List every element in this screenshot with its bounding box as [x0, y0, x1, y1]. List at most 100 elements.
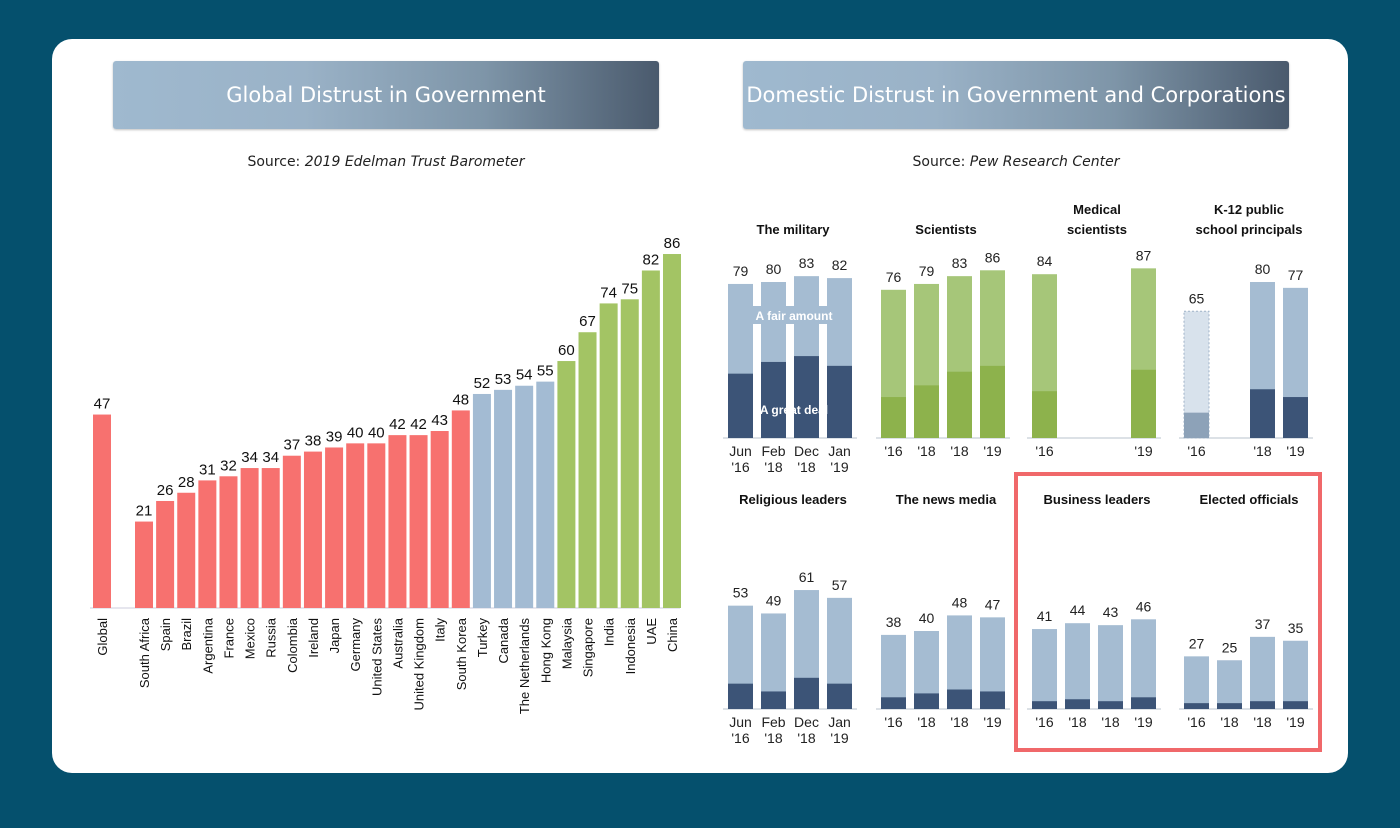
religious-leaders-tick-2: '18: [797, 730, 815, 746]
category-label-indonesia: Indonesia: [623, 617, 638, 674]
elected-officials-great-bar-1: [1217, 703, 1242, 709]
value-label-argentina: 31: [199, 461, 216, 478]
religious-leaders-great-bar-1: [761, 691, 786, 709]
the-news-media-great-bar-0: [881, 697, 906, 709]
religious-leaders-great-bar-0: [728, 683, 753, 709]
bar-russia: [261, 468, 280, 608]
the-military-great-bar-3: [827, 365, 852, 438]
scientists-title: Scientists: [915, 222, 976, 237]
the-military-tick-0: Jun: [729, 443, 752, 459]
the-military-value-2: 83: [799, 255, 815, 271]
the-news-media-value-1: 40: [919, 610, 935, 626]
bar-uae: [641, 270, 660, 608]
religious-leaders-tick-3: Jan: [828, 714, 851, 730]
elected-officials-value-3: 35: [1288, 620, 1304, 636]
bar-brazil: [177, 492, 196, 608]
category-label-singapore: Singapore: [581, 618, 596, 677]
the-news-media-tick-1: '18: [917, 714, 935, 730]
category-label-france: France: [221, 618, 236, 658]
the-military-value-0: 79: [733, 263, 749, 279]
business-leaders-tick-3: '19: [1134, 714, 1152, 730]
elected-officials-great-bar-2: [1250, 701, 1275, 709]
medical-scientists-great-bar-0: [1032, 391, 1057, 438]
the-military-tick-3: '19: [830, 459, 848, 475]
business-leaders-fair-bar-3: [1131, 619, 1156, 709]
elected-officials-value-2: 37: [1255, 616, 1271, 632]
bar-china: [663, 254, 681, 609]
elected-officials-fair-bar-1: [1217, 660, 1242, 709]
the-news-media-tick-3: '19: [983, 714, 1001, 730]
scientists-great-bar-1: [914, 385, 939, 438]
legend-fair-bg: [748, 306, 840, 324]
religious-leaders-tick-3: '19: [830, 730, 848, 746]
the-military-great-bar-2: [794, 356, 819, 438]
value-label-south-africa: 21: [136, 503, 153, 520]
the-news-media-value-0: 38: [886, 614, 902, 630]
value-label-australia: 42: [389, 416, 406, 433]
right-source: Source: Pew Research Center: [912, 154, 1120, 170]
bar-indonesia: [620, 299, 639, 608]
category-label-china: China: [665, 617, 680, 652]
value-label-ireland: 38: [305, 433, 322, 450]
value-label-the-netherlands: 54: [516, 367, 533, 384]
value-label-uae: 82: [643, 251, 660, 268]
left-title: Global Distrust in Government: [226, 83, 546, 107]
business-leaders-value-1: 44: [1070, 602, 1086, 618]
bar-singapore: [578, 332, 597, 608]
scientists-great-bar-0: [881, 397, 906, 438]
the-military-title: The military: [757, 222, 831, 237]
value-label-united-states: 40: [368, 424, 385, 441]
right-title-banner: Domestic Distrust in Government and Corp…: [743, 61, 1289, 129]
k-12-public-school-principals-great-bar-3: [1283, 397, 1308, 438]
value-label-france: 32: [220, 457, 237, 474]
scientists-value-3: 86: [985, 249, 1001, 265]
business-leaders-great-bar-1: [1065, 699, 1090, 709]
medical-scientists-title: Medical: [1073, 202, 1121, 217]
scientists-tick-3: '19: [983, 443, 1001, 459]
the-military-tick-1: '18: [764, 459, 782, 475]
bar-united-states: [367, 443, 386, 608]
scientists-great-bar-2: [947, 371, 972, 438]
business-leaders-great-bar-3: [1131, 697, 1156, 709]
scientists-value-2: 83: [952, 255, 968, 271]
business-leaders-great-bar-2: [1098, 701, 1123, 709]
religious-leaders-tick-2: Dec: [794, 714, 819, 730]
category-label-italy: Italy: [433, 618, 448, 642]
value-label-south-korea: 48: [452, 391, 469, 408]
the-military-tick-3: Jan: [828, 443, 851, 459]
category-label-brazil: Brazil: [179, 618, 194, 651]
category-label-argentina: Argentina: [200, 617, 215, 673]
religious-leaders-value-2: 61: [799, 569, 815, 585]
highlight-box: [1014, 472, 1322, 752]
religious-leaders-tick-0: '16: [731, 730, 749, 746]
religious-leaders-tick-1: Feb: [761, 714, 785, 730]
k-12-public-school-principals-tick-3: '19: [1286, 443, 1304, 459]
value-label-russia: 34: [262, 449, 279, 466]
k-12-public-school-principals-great-bar-2: [1250, 389, 1275, 438]
category-label-hong-kong: Hong Kong: [538, 618, 553, 683]
category-label-ireland: Ireland: [306, 618, 321, 658]
value-label-singapore: 67: [579, 313, 596, 330]
k-12-public-school-principals-tick-2: '18: [1253, 443, 1271, 459]
the-military-great-bar-0: [728, 373, 753, 438]
the-military-tick-1: Feb: [761, 443, 785, 459]
elected-officials-great-bar-0: [1184, 703, 1209, 709]
k-12-public-school-principals-value-3: 77: [1288, 267, 1304, 283]
value-label-global: 47: [94, 396, 111, 413]
legend-great-label: A great deal: [760, 403, 828, 417]
value-label-india: 74: [600, 284, 617, 301]
elected-officials-value-1: 25: [1222, 639, 1238, 655]
category-label-canada: Canada: [496, 617, 511, 663]
category-label-australia: Australia: [390, 617, 405, 668]
religious-leaders-title: Religious leaders: [739, 492, 847, 507]
medical-scientists-title: scientists: [1067, 222, 1127, 237]
elected-officials-tick-1: '18: [1220, 714, 1238, 730]
bar-argentina: [198, 480, 217, 608]
religious-leaders-value-0: 53: [733, 585, 749, 601]
bar-united-kingdom: [409, 435, 428, 608]
k-12-public-school-principals-value-2: 80: [1255, 261, 1271, 277]
value-label-mexico: 34: [241, 449, 258, 466]
value-label-united-kingdom: 42: [410, 416, 427, 433]
bar-the-netherlands: [515, 385, 534, 608]
